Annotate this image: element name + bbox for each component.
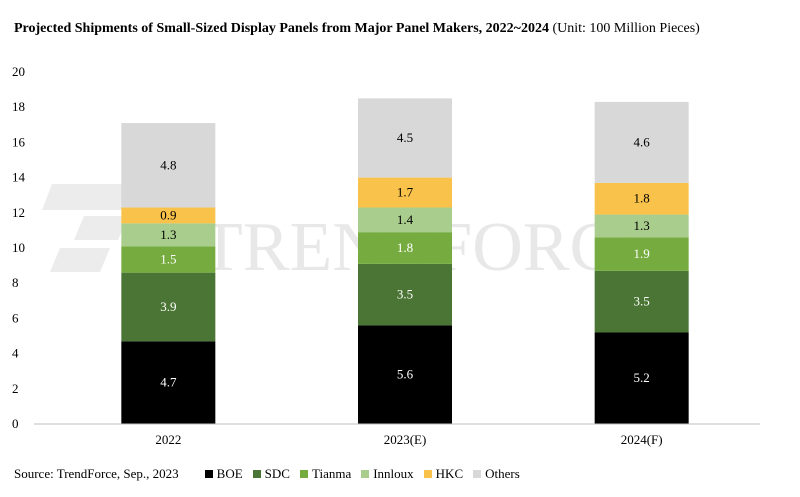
x-tick-label: 2023(E) [384, 432, 427, 447]
x-tick-label: 2024(F) [621, 432, 663, 447]
legend-label: Tianma [311, 466, 352, 481]
y-tick-label: 2 [12, 381, 19, 396]
y-tick-label: 10 [12, 240, 25, 255]
y-tick-label: 6 [12, 310, 19, 325]
bar-segment-innloux [121, 223, 216, 247]
legend-swatch [299, 470, 308, 478]
legend-item-others: Others [473, 466, 520, 482]
legend-item-hkc: HKC [423, 466, 464, 482]
data-label: 1.4 [397, 212, 414, 227]
data-label: 4.5 [397, 130, 413, 145]
legend: BOE SDC Tianma Innloux HKC Others [204, 466, 530, 482]
legend-item-tianma: Tianma [299, 466, 352, 482]
data-label: 3.5 [397, 287, 413, 302]
legend-label: BOE [216, 466, 243, 481]
bar-segment-innloux [358, 207, 452, 233]
data-label: 1.8 [397, 240, 413, 255]
y-tick-label: 18 [12, 99, 25, 114]
x-tick-label: 2022 [155, 432, 181, 447]
legend-item-sdc: SDC [252, 466, 290, 482]
bar-segment-sdc [121, 272, 216, 342]
y-tick-label: 4 [12, 346, 19, 361]
y-tick-label: 20 [12, 64, 25, 79]
data-label: 1.3 [160, 227, 176, 242]
data-label: 1.7 [397, 185, 414, 200]
chart-title-unit: (Unit: 100 Million Pieces) [552, 21, 700, 36]
legend-swatch [423, 470, 432, 478]
bar-segment-hkc [358, 177, 452, 208]
legend-label: Innloux [373, 466, 414, 481]
data-label: 1.3 [634, 218, 650, 233]
legend-swatch [361, 470, 370, 478]
data-label: 0.9 [160, 207, 176, 222]
x-axis: 2022 2023(E) 2024(F) [34, 423, 760, 447]
data-label: 4.8 [160, 157, 176, 172]
y-tick-label: 16 [12, 134, 26, 149]
legend-swatch [252, 470, 261, 478]
source-note: Source: TrendForce, Sep., 2023 [14, 466, 179, 481]
y-tick-label: 14 [12, 170, 26, 185]
bar-segment-others [594, 101, 689, 183]
data-label: 4.6 [634, 134, 651, 149]
bar-segment-boe [121, 341, 216, 424]
bar-segment-tianma [121, 246, 216, 273]
bar-segment-hkc [594, 182, 689, 215]
data-label: 1.8 [634, 191, 650, 206]
bar-segment-tianma [358, 232, 452, 264]
y-tick-label: 8 [12, 275, 19, 290]
legend-swatch [473, 470, 482, 478]
chart-footer: Source: TrendForce, Sep., 2023 BOE SDC Tia… [14, 463, 794, 485]
chart-title: Projected Shipments of Small-Sized Displ… [14, 21, 700, 37]
legend-item-boe: BOE [204, 466, 243, 482]
chart-title-main: Projected Shipments of Small-Sized Displ… [14, 21, 549, 36]
bar-segment-others [358, 98, 452, 178]
legend-item-innloux: Innloux [361, 466, 414, 482]
bar-segment-boe [594, 332, 689, 424]
legend-label: Others [485, 466, 520, 481]
data-label: 4.7 [160, 375, 177, 390]
legend-label: SDC [264, 466, 290, 481]
bar-segment-tianma [594, 237, 689, 271]
data-label: 3.5 [634, 294, 650, 309]
data-label: 5.6 [397, 367, 414, 382]
legend-swatch [204, 470, 213, 478]
bar-segment-hkc [121, 207, 216, 224]
bar-segment-innloux [594, 214, 689, 238]
data-label: 5.2 [634, 370, 650, 385]
data-label: 1.5 [160, 251, 176, 266]
bar-segment-sdc [358, 263, 452, 326]
bars-layer: 4.7 3.9 1.5 1.3 0.9 4.8 5.6 3.5 1.8 1.4 1.7 4.5 5.2 3… [121, 98, 689, 424]
y-tick-label: 12 [12, 205, 25, 220]
y-tick-label: 0 [12, 416, 19, 431]
y-axis: 0 2 4 6 8 10 12 14 16 18 20 [12, 64, 26, 431]
bar-segment-others [121, 123, 216, 208]
bar-segment-sdc [594, 270, 689, 333]
bar-segment-boe [358, 325, 452, 424]
data-label: 1.9 [634, 246, 650, 261]
legend-label: HKC [435, 466, 464, 481]
data-label: 3.9 [160, 299, 176, 314]
